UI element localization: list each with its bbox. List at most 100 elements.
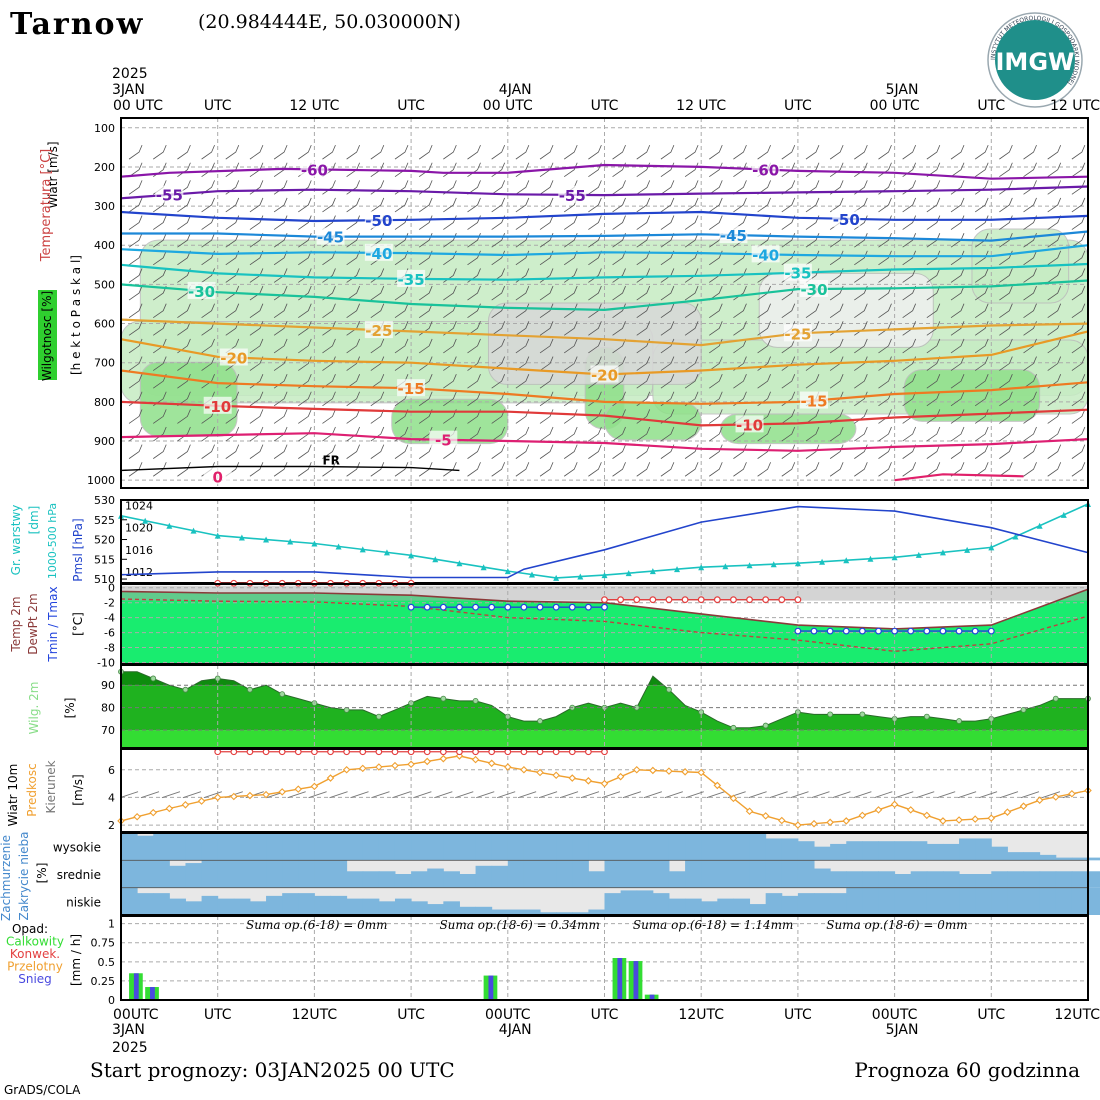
- wind-barb: [1047, 144, 1062, 160]
- wind-barb: [273, 409, 288, 424]
- cloud-bar: [588, 909, 605, 915]
- temp-tick-label: -8: [104, 642, 115, 655]
- wind-barb: [370, 391, 385, 407]
- wind-direction-barb: [497, 791, 516, 799]
- cloud-bar: [298, 860, 315, 888]
- cloud-bar: [685, 860, 702, 888]
- cloud-bar: [942, 871, 960, 888]
- cloud-bar: [169, 865, 186, 888]
- cloud-bar: [991, 887, 1008, 915]
- cloud-bar: [249, 901, 267, 915]
- tmax-marker: [697, 596, 705, 604]
- isotherm-label: -20: [220, 349, 247, 367]
- humidity-marker: [1020, 706, 1027, 713]
- wind-barb: [926, 303, 941, 319]
- wind-barb: [660, 462, 675, 477]
- wind-direction-barb: [517, 791, 537, 799]
- wind-barb: [370, 426, 385, 442]
- wind-tick-label: 2: [108, 819, 115, 832]
- wind-barb: [128, 215, 143, 230]
- wind-barb: [1047, 462, 1062, 477]
- precip-snow-bar: [617, 958, 623, 1000]
- wind-barb: [974, 444, 989, 459]
- cloud-bar: [330, 895, 348, 915]
- cloud-bar: [862, 887, 879, 915]
- wind-barb: [1071, 444, 1086, 459]
- cloud-bar: [991, 871, 1008, 888]
- cloud-bar: [814, 868, 831, 888]
- wind-barb: [588, 144, 602, 160]
- cloud-bar: [685, 833, 702, 861]
- wind-barb: [926, 268, 941, 283]
- wind-barb: [370, 462, 385, 477]
- wind-unit-label: [m/s]: [71, 774, 85, 805]
- wind-barb: [974, 285, 989, 301]
- wind-speed-marker: [1035, 796, 1044, 804]
- wind-barb: [974, 338, 989, 354]
- thickness-marker: [214, 532, 221, 539]
- thickness-marker: [335, 543, 342, 550]
- pressure-tick-label: 900: [94, 435, 115, 448]
- wind-barb: [539, 215, 554, 230]
- wind-barb: [950, 356, 965, 371]
- cloud-bar: [201, 833, 219, 861]
- wind-barb: [854, 374, 868, 389]
- wind-direction-barb: [182, 791, 202, 799]
- humidity-marker: [1052, 695, 1059, 702]
- cloud-bar: [636, 890, 654, 915]
- humidity-panel: 70 80 90 Wilg. 2m [%]: [27, 665, 1091, 748]
- wind-barb: [467, 356, 481, 371]
- cloud-bar: [298, 893, 315, 915]
- wind-barb: [443, 162, 457, 178]
- tmin-marker: [488, 603, 496, 611]
- isotherm-label-bg: [590, 365, 619, 383]
- wind-barb: [878, 144, 892, 160]
- wind-barb: [515, 444, 530, 459]
- cloud-bar: [1071, 857, 1089, 861]
- tmax-marker: [665, 596, 673, 604]
- cloud-bar: [652, 860, 670, 888]
- wind-barb: [322, 144, 336, 160]
- wind-barb: [225, 303, 240, 319]
- wind-barb: [418, 285, 433, 301]
- wind-barb: [757, 444, 771, 459]
- wind-barb: [418, 321, 433, 336]
- wind-barb: [539, 303, 554, 319]
- thickness-marker: [891, 554, 898, 561]
- wind-barb: [878, 356, 892, 371]
- cloud-bar: [717, 898, 734, 915]
- time-tick-label: 12 UTC: [676, 98, 726, 114]
- cloud-bar: [942, 887, 960, 915]
- thickness-marker: [601, 572, 608, 579]
- year-label: 2025: [112, 1040, 148, 1056]
- cloud-bar: [846, 887, 863, 915]
- time-tick-label: 00UTC: [872, 1007, 918, 1023]
- wind-barb: [636, 321, 651, 336]
- cloud-bar: [652, 833, 670, 861]
- cloud-bar: [169, 898, 186, 915]
- wind-barb: [515, 462, 530, 477]
- cloud-bar: [1007, 871, 1025, 888]
- wind-barb: [346, 374, 361, 389]
- tmin-marker: [536, 603, 544, 611]
- time-tick-label: 00 UTC: [113, 98, 163, 114]
- thickness-marker: [359, 546, 366, 553]
- wind-barb: [1023, 285, 1037, 301]
- wind-barb: [177, 426, 191, 442]
- wind-barb: [322, 338, 336, 354]
- wind-barb: [177, 303, 191, 319]
- wind-direction-barb: [895, 791, 914, 799]
- wind-barb: [177, 215, 191, 230]
- thickness-tick-label: 515: [94, 553, 115, 566]
- wind-barb: [201, 303, 215, 319]
- wind-direction-barb: [329, 791, 348, 799]
- wind-barb: [612, 321, 626, 336]
- pressure-tick-label: 1024: [125, 500, 153, 513]
- wind-barb: [491, 285, 506, 301]
- wind-barb: [563, 338, 578, 354]
- wind-barb: [612, 426, 626, 442]
- wind-barb: [491, 426, 506, 442]
- isotherm-label-bg: [364, 243, 393, 261]
- isotherm-label-bg: [783, 263, 812, 281]
- cloud-bar: [491, 865, 509, 888]
